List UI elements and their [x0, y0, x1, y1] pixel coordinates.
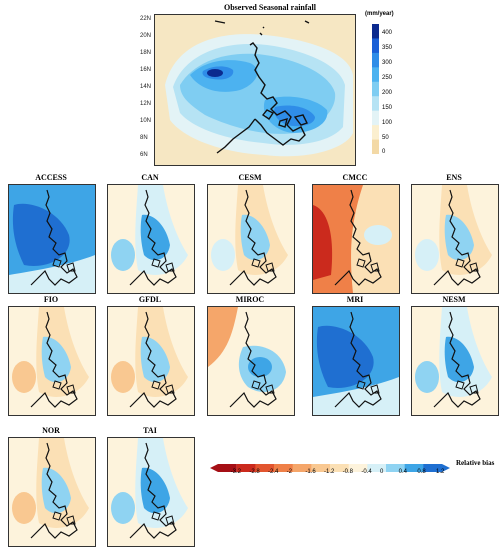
model-bias-map-svg: [208, 307, 294, 415]
model-bias-map: [8, 184, 96, 294]
bias-colorbar-swatch: [274, 464, 294, 472]
bias-colorbar-swatch: [330, 464, 350, 472]
model-bias-map-svg: [313, 185, 399, 293]
model-bias-map-svg: [108, 307, 194, 415]
lat-tick: 22N: [140, 16, 152, 22]
model-bias-map: [8, 437, 96, 547]
model-bias-map: [107, 306, 195, 416]
model-bias-map: [107, 437, 195, 547]
colorbar-swatch: [372, 38, 379, 54]
panel-title: CAN: [141, 173, 159, 182]
panel-title: MRI: [346, 295, 364, 304]
model-bias-map-svg: [208, 185, 294, 293]
model-bias-map: [207, 306, 295, 416]
bias-colorbar-swatch: [367, 464, 387, 472]
model-bias-map: [207, 184, 295, 294]
colorbar-unit: (mm/year): [365, 11, 394, 17]
panel-title: ACCESS: [35, 173, 67, 182]
colorbar-tick: 50: [382, 135, 389, 141]
colorbar-tick: 0: [382, 149, 386, 155]
bias-colorbar-tick: -0.4: [361, 469, 372, 475]
main-map: [154, 14, 356, 166]
main-colorbar-svg: [372, 24, 379, 155]
colorbar-swatch: [372, 24, 379, 39]
model-bias-map-svg: [108, 438, 194, 546]
colorbar-tick: 150: [382, 105, 393, 111]
colorbar-swatch: [372, 81, 379, 97]
main-map-title: Observed Seasonal rainfall: [223, 3, 316, 12]
bias-colorbar-swatch: [292, 464, 312, 472]
model-bias-map-svg: [412, 185, 498, 293]
model-bias-map-svg: [9, 185, 95, 293]
lat-tick: 14N: [140, 84, 152, 90]
lat-tick: 18N: [140, 50, 152, 56]
model-bias-map-svg: [313, 307, 399, 415]
colorbar-swatch: [372, 110, 379, 126]
bias-colorbar-swatch: [255, 464, 275, 472]
bias-colorbar-tick: -3.2: [230, 469, 241, 475]
colorbar-swatch: [372, 96, 379, 112]
lat-tick: 16N: [140, 67, 152, 73]
bias-colorbar-tick: -2: [286, 469, 292, 475]
panel-title: TAI: [143, 426, 157, 435]
panel-title: ENS: [446, 173, 462, 182]
colorbar-tick: 250: [382, 75, 393, 81]
lat-tick: 8N: [140, 135, 148, 141]
lat-tick: 10N: [140, 118, 152, 124]
colorbar-swatch: [372, 67, 379, 83]
bias-colorbar: [210, 459, 450, 472]
model-bias-map: [411, 184, 499, 294]
colorbar-tick: 200: [382, 90, 393, 96]
lat-tick: 20N: [140, 33, 152, 39]
bias-colorbar-tick: -1.2: [324, 469, 335, 475]
bias-colorbar-swatch: [348, 464, 368, 472]
bias-colorbar-label: Relative bias: [456, 459, 495, 467]
panel-title: NOR: [42, 426, 60, 435]
panel-title: CMCC: [342, 173, 368, 182]
lat-tick: 6N: [140, 152, 148, 158]
colorbar-tick: 400: [382, 30, 393, 36]
panel-title: NESM: [442, 295, 466, 304]
panel-title: MIROC: [235, 295, 265, 304]
lat-tick: 12N: [140, 101, 152, 107]
model-bias-map-svg: [9, 438, 95, 546]
model-bias-map: [411, 306, 499, 416]
colorbar-tick: 350: [382, 45, 393, 51]
colorbar-swatch: [372, 52, 379, 68]
panel-title: GFDL: [138, 295, 162, 304]
colorbar-tick: 100: [382, 120, 393, 126]
colorbar-swatch: [372, 125, 379, 141]
model-bias-map: [8, 306, 96, 416]
bias-colorbar-tick: 0.8: [417, 469, 426, 475]
colorbar-tick: 300: [382, 60, 393, 66]
bias-colorbar-swatch: [404, 464, 424, 472]
panel-title: FIO: [43, 295, 59, 304]
model-bias-map-svg: [9, 307, 95, 415]
bias-colorbar-tick: -2.8: [249, 469, 260, 475]
model-bias-map: [312, 184, 400, 294]
model-bias-map-svg: [108, 185, 194, 293]
bias-colorbar-swatch: [386, 464, 406, 472]
colorbar-swatch: [372, 139, 379, 155]
main-colorbar: [372, 24, 379, 155]
bias-colorbar-tick: -0.8: [342, 469, 353, 475]
bias-colorbar-tick: 0.4: [398, 469, 407, 475]
model-bias-map: [107, 184, 195, 294]
model-bias-map-svg: [412, 307, 498, 415]
bias-colorbar-tick: 0: [380, 469, 384, 475]
bias-colorbar-swatch: [311, 464, 331, 472]
bias-colorbar-swatch: [423, 464, 450, 472]
main-map-svg: [155, 15, 355, 165]
bias-colorbar-tick: -2.4: [268, 469, 279, 475]
bias-colorbar-tick: 1.2: [436, 469, 445, 475]
bias-colorbar-swatch: [210, 464, 237, 472]
model-bias-map: [312, 306, 400, 416]
panel-title: CESM: [238, 173, 262, 182]
bias-colorbar-swatch: [236, 464, 256, 472]
bias-colorbar-tick: -1.6: [305, 469, 316, 475]
bias-colorbar-svg: [210, 464, 450, 472]
